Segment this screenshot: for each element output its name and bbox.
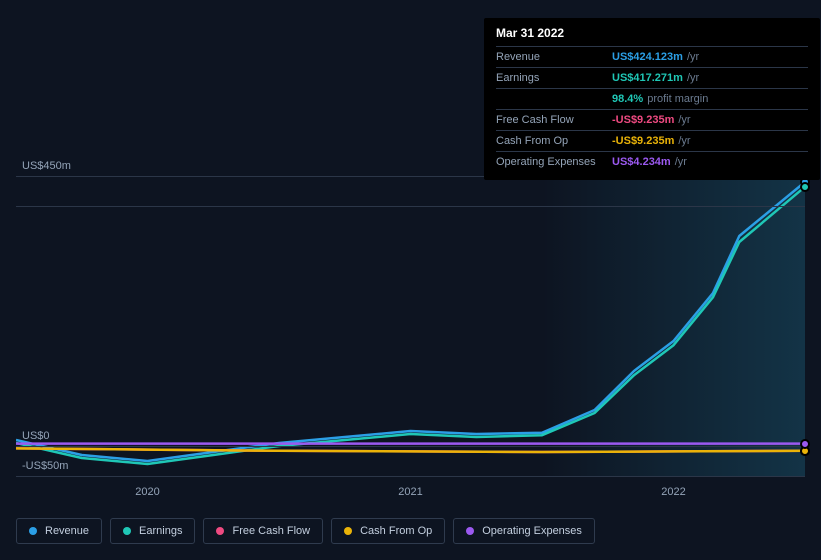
tooltip-row: Cash From Op-US$9.235m/yr: [496, 130, 808, 151]
tooltip-row: Free Cash Flow-US$9.235m/yr: [496, 109, 808, 130]
legend-label: Revenue: [45, 525, 89, 537]
y-axis-label: US$450m: [22, 160, 71, 172]
tooltip-metric-value: US$4.234m: [612, 156, 671, 168]
x-axis-label: 2021: [398, 486, 422, 498]
gridline: [16, 206, 805, 207]
tooltip-metric-unit: /yr: [678, 135, 690, 147]
tooltip-metric-label: Free Cash Flow: [496, 114, 612, 126]
chart-lines: [16, 176, 805, 476]
chart-plot-area[interactable]: [16, 176, 805, 476]
tooltip-date: Mar 31 2022: [496, 26, 808, 40]
tooltip-row: EarningsUS$417.271m/yr: [496, 67, 808, 88]
tooltip-metric-value: US$424.123m: [612, 51, 683, 63]
y-axis-label: US$0: [22, 430, 50, 442]
gridline: [16, 446, 805, 447]
legend-item[interactable]: Free Cash Flow: [203, 518, 323, 544]
tooltip-row: 98.4% profit margin: [496, 88, 808, 109]
series-marker: [800, 182, 810, 192]
legend-label: Cash From Op: [360, 525, 432, 537]
tooltip-row: RevenueUS$424.123m/yr: [496, 46, 808, 67]
legend-item[interactable]: Revenue: [16, 518, 102, 544]
tooltip-metric-unit: /yr: [678, 114, 690, 126]
tooltip-metric-value: -US$9.235m: [612, 114, 674, 126]
tooltip-metric-unit: /yr: [687, 72, 699, 84]
legend-dot-icon: [216, 527, 224, 535]
y-axis-label: -US$50m: [22, 460, 68, 472]
series-line: [16, 182, 805, 461]
legend-item[interactable]: Cash From Op: [331, 518, 445, 544]
series-marker: [800, 439, 810, 449]
legend-item[interactable]: Operating Expenses: [453, 518, 595, 544]
tooltip-metric-label: [496, 93, 612, 105]
tooltip-metric-label: Revenue: [496, 51, 612, 63]
chart-container: 202020212022 Mar 31 2022 RevenueUS$424.1…: [16, 0, 805, 560]
chart-legend: Revenue Earnings Free Cash Flow Cash From O…: [16, 518, 595, 544]
legend-label: Free Cash Flow: [232, 525, 310, 537]
legend-label: Operating Expenses: [482, 525, 582, 537]
tooltip-metric-unit: /yr: [675, 156, 687, 168]
legend-dot-icon: [344, 527, 352, 535]
tooltip-metric-label: Cash From Op: [496, 135, 612, 147]
tooltip-metric-label: Operating Expenses: [496, 156, 612, 168]
legend-dot-icon: [29, 527, 37, 535]
tooltip-metric-unit: /yr: [687, 51, 699, 63]
tooltip-metric-label: Earnings: [496, 72, 612, 84]
chart-tooltip: Mar 31 2022 RevenueUS$424.123m/yrEarning…: [484, 18, 820, 180]
tooltip-row: Operating ExpensesUS$4.234m/yr: [496, 151, 808, 172]
legend-dot-icon: [466, 527, 474, 535]
x-axis-label: 2020: [135, 486, 159, 498]
tooltip-metric-unit: profit margin: [647, 93, 708, 105]
series-line: [16, 448, 805, 452]
legend-label: Earnings: [139, 525, 182, 537]
tooltip-metric-value: 98.4%: [612, 93, 643, 105]
tooltip-metric-value: US$417.271m: [612, 72, 683, 84]
x-axis-labels: 2020 2021 2022: [16, 486, 805, 504]
tooltip-metric-value: -US$9.235m: [612, 135, 674, 147]
x-axis-label: 2022: [661, 486, 685, 498]
legend-item[interactable]: Earnings: [110, 518, 195, 544]
legend-dot-icon: [123, 527, 131, 535]
gridline: [16, 476, 805, 477]
